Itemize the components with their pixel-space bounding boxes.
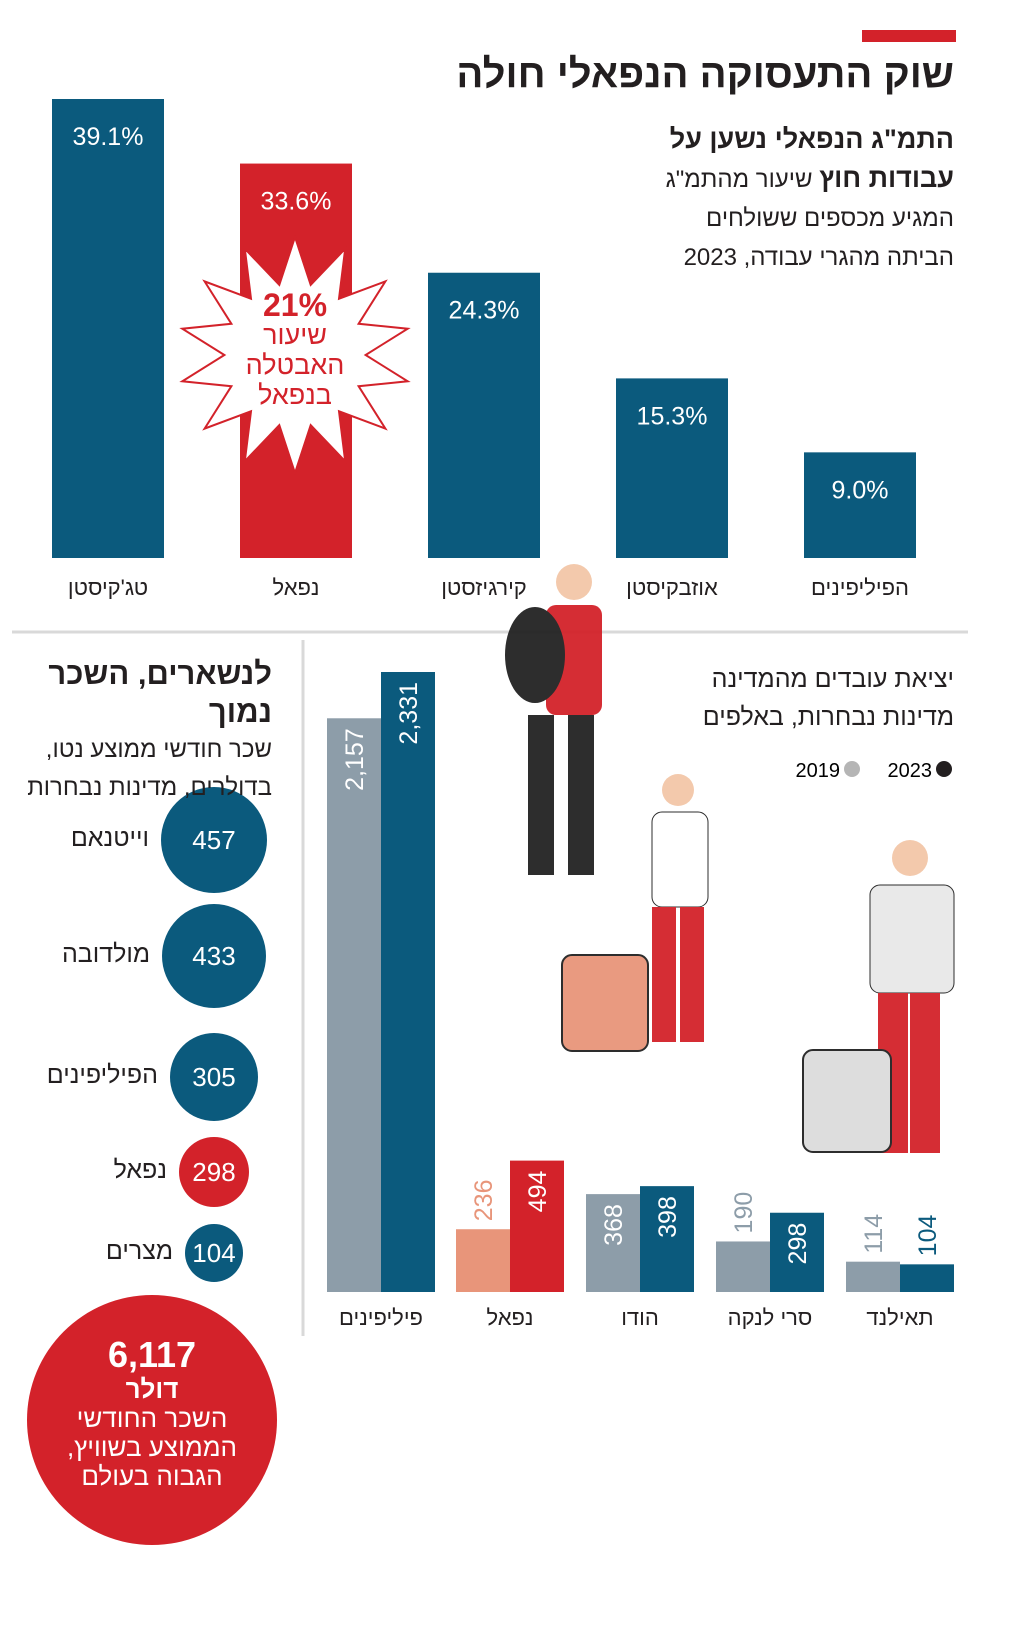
emigration-value-label: 398: [654, 1196, 682, 1238]
callout-line-1: שיעור: [263, 320, 327, 350]
remittance-bar-label: 39.1%: [73, 123, 144, 151]
emigration-value-label: 104: [914, 1215, 942, 1257]
emigration-title-2: מדינות נבחרות, באלפים: [702, 703, 954, 731]
emigration-heading: יציאת עובדים מהמדינה מדינות נבחרות, באלפ…: [703, 660, 954, 736]
emigration-bar-2023: [381, 672, 435, 1292]
wage-bubble-value: 104: [192, 1238, 235, 1268]
emigration-category-label: נפאל: [486, 1305, 534, 1330]
remittance-bar-label: 15.3%: [637, 402, 708, 430]
emigration-category-label: פיליפינים: [339, 1305, 423, 1330]
subtitle-line-3: המגיע מכספים ששולחים: [706, 205, 954, 232]
emigration-bar-2023: [640, 1186, 694, 1292]
subtitle-bold: עבודות חוץ: [819, 163, 954, 193]
remittance-bar-label: 24.3%: [449, 297, 520, 325]
emigration-category-label: הודו: [621, 1305, 659, 1330]
callout-value: 21%: [262, 287, 328, 323]
emigration-bar-2023: [770, 1212, 824, 1292]
remittance-category-label: קירגיזסטן: [441, 575, 527, 600]
wage-bubble: [162, 904, 266, 1008]
remittance-category-label: טג'קיסטן: [67, 575, 149, 600]
emigration-bar-2019: [846, 1261, 900, 1292]
wage-bubble: [185, 1224, 243, 1282]
wage-country-label: וייטנאם: [70, 824, 149, 852]
highlight-line-1: השכר החודשי: [76, 1403, 228, 1433]
legend-marker-2019: [844, 761, 860, 777]
emigration-bar-2023: [510, 1160, 564, 1292]
emigration-value-label: 298: [784, 1223, 812, 1265]
legend-label-2019: 2019: [796, 760, 841, 782]
switzerland-highlight: 6,117 דולר השכר החודשי הממוצע בשוויץ, הג…: [27, 1335, 277, 1491]
unemployment-starburst: [179, 233, 411, 477]
emigration-value-label: 114: [860, 1214, 888, 1254]
subtitle-line-1: התמ"ג הנפאלי נשען על: [669, 124, 954, 154]
highlight-line-2: הממוצע בשוויץ,: [66, 1432, 238, 1462]
wages-title: לנשארים, השכר נמוך: [48, 656, 272, 729]
wage-bubble: [179, 1137, 249, 1207]
wage-bubble: [170, 1033, 258, 1121]
wage-bubble-value: 433: [192, 941, 235, 971]
highlight-value: 6,117: [107, 1334, 197, 1375]
wage-bubble-value: 305: [192, 1062, 235, 1092]
wages-subtitle-1: שכר חודשי ממוצע נטו,: [45, 736, 272, 763]
emigration-bar-2019: [327, 718, 381, 1292]
highlight-unit: דולר: [125, 1374, 179, 1404]
emigration-value-label: 494: [524, 1171, 552, 1213]
emigration-value-label: 368: [600, 1204, 628, 1246]
wage-country-label: מצרים: [105, 1237, 173, 1265]
wage-country-label: נפאל: [113, 1156, 167, 1184]
legend-label-2023: 2023: [888, 760, 933, 782]
traveler-illustration: [505, 564, 955, 1153]
wage-bubble: [161, 787, 267, 893]
emigration-category-label: סרי לנקה: [727, 1305, 813, 1330]
remittance-bar-label: 33.6%: [261, 188, 332, 216]
emigration-category-label: תאילנד: [866, 1305, 934, 1330]
emigration-value-label: 2,157: [341, 728, 369, 791]
remittance-bar: [616, 378, 728, 558]
remittances-subtitle: התמ"ג הנפאלי נשען על עבודות חוץ שיעור מה…: [666, 120, 954, 277]
page-title: שוק התעסוקה הנפאלי חולה: [456, 52, 954, 96]
switzerland-circle: [27, 1295, 277, 1545]
legend: 2023 2019: [796, 760, 952, 782]
remittance-bar: [52, 99, 164, 558]
wage-bubble-value: 457: [192, 825, 235, 855]
wage-country-label: מולדובה: [61, 940, 150, 968]
remittance-category-label: נפאל: [272, 575, 320, 600]
subtitle-line-4: הביתה מהגרי עבודה, 2023: [683, 244, 954, 271]
callout-line-3: בנפאל: [258, 380, 332, 410]
remittance-category-label: אוזבקיסטן: [626, 575, 718, 600]
wage-country-label: הפיליפינים: [46, 1061, 158, 1089]
remittance-bar-label: 9.0%: [832, 476, 889, 504]
accent-bar: [862, 30, 956, 42]
callout-line-2: האבטלה: [245, 350, 345, 380]
wages-heading: לנשארים, השכר נמוך שכר חודשי ממוצע נטו, …: [0, 655, 272, 807]
remittance-bar: [804, 452, 916, 558]
emigration-value-label: 2,331: [395, 682, 423, 745]
unemployment-callout: 21% שיעור האבטלה בנפאל: [200, 287, 390, 410]
emigration-title-1: יציאת עובדים מהמדינה: [711, 665, 954, 693]
remittance-bar: [428, 272, 540, 558]
subtitle-light: שיעור מהתמ"ג: [665, 166, 820, 193]
remittance-category-label: הפיליפינים: [811, 575, 909, 600]
wages-subtitle-2: בדולרים, מדינות נבחרות: [27, 774, 272, 801]
wage-bubble-value: 298: [192, 1157, 235, 1187]
emigration-bar-2019: [586, 1194, 640, 1292]
highlight-line-3: הגבוה בעולם: [81, 1461, 223, 1491]
emigration-bar-2023: [900, 1264, 954, 1292]
legend-marker-2023: [936, 761, 952, 777]
emigration-value-label: 190: [730, 1192, 758, 1234]
emigration-bar-2019: [716, 1241, 770, 1292]
emigration-value-label: 236: [470, 1180, 498, 1222]
emigration-bar-2019: [456, 1229, 510, 1292]
